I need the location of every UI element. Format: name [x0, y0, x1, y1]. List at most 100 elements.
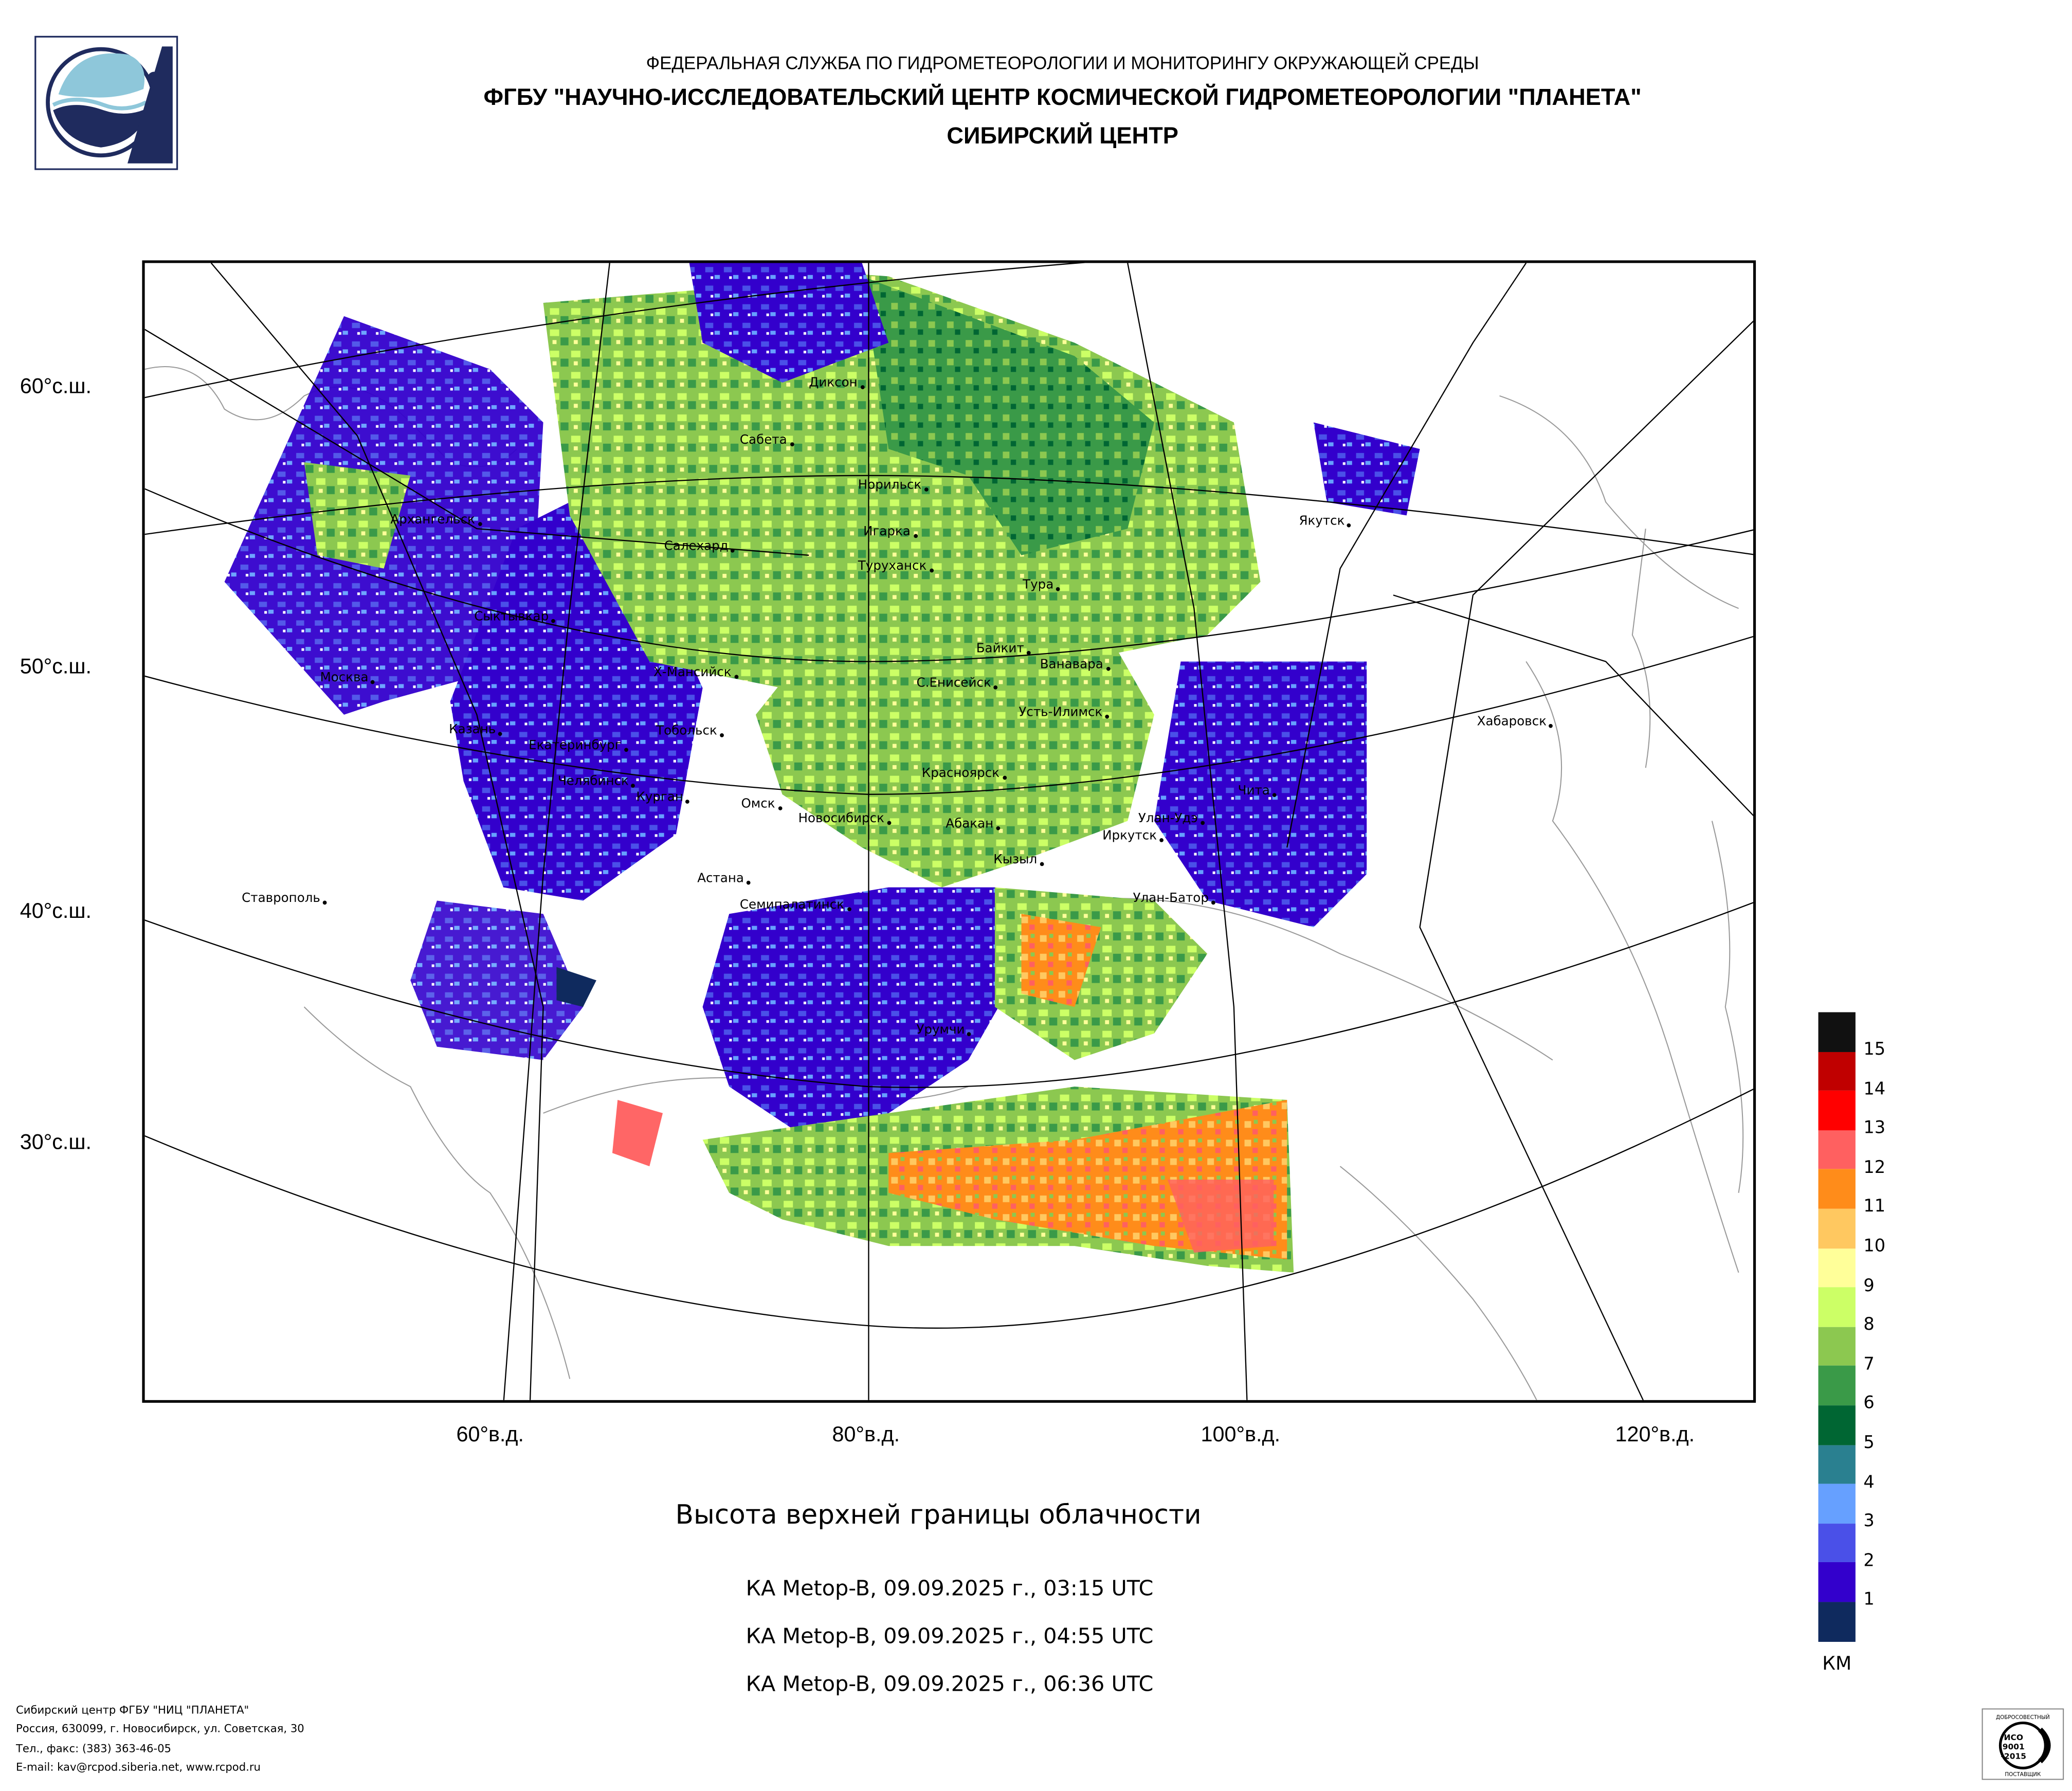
city-dot	[1002, 775, 1007, 780]
city-label: Хабаровск	[1477, 715, 1553, 729]
city-dot	[631, 784, 635, 788]
legend-label: 15	[1863, 1040, 1886, 1060]
city-label: Улан-Батор	[1133, 891, 1215, 906]
footer-line: Россия, 630099, г. Новосибирск, ул. Сове…	[15, 1722, 304, 1735]
city-label: Омск	[741, 797, 782, 811]
cloud-swaths	[224, 263, 1420, 1273]
city-label: Салехард	[664, 539, 735, 554]
legend-label: 7	[1863, 1354, 1875, 1375]
legend-swatch	[1818, 1327, 1856, 1366]
city-label: Челябинск	[558, 774, 635, 789]
legend-label: 4	[1863, 1472, 1875, 1493]
city-label: Улан-Удэ	[1138, 811, 1205, 826]
legend-swatch	[1818, 1366, 1856, 1405]
legend-label: 6	[1863, 1394, 1875, 1414]
city-dot	[323, 900, 327, 905]
city-dot	[1549, 723, 1553, 728]
legend-label: 11	[1863, 1197, 1886, 1218]
city-label: С.Енисейск	[916, 676, 998, 691]
city-label: Туруханск	[858, 559, 934, 574]
city-label: Якутск	[1299, 514, 1352, 529]
city-dot	[924, 487, 929, 492]
org-line: ФЕДЕРАЛЬНАЯ СЛУЖБА ПО ГИДРОМЕТЕОРОЛОГИИ …	[646, 53, 1479, 74]
legend-swatch	[1818, 1602, 1856, 1641]
pass-line: КА Metop-B, 09.09.2025 г., 04:55 UTC	[746, 1623, 1154, 1649]
city-dot	[1347, 523, 1352, 528]
legend-swatch	[1818, 1130, 1856, 1170]
city-dot	[887, 821, 891, 825]
iso-l1: ИСО	[2004, 1733, 2024, 1742]
lon-label-80: 80°в.д.	[832, 1424, 900, 1447]
iso-badge: ДОБРОСОВЕСТНЫЙ ИСО 9001 -2015 ПОСТАВЩИК	[1982, 1708, 2064, 1780]
legend-label: 9	[1863, 1276, 1875, 1296]
city-label: Норильск	[858, 478, 929, 493]
lat-label-40: 40°с.ш.	[20, 900, 92, 924]
city-dot	[993, 685, 998, 690]
lon-label-120: 120°в.д.	[1615, 1424, 1695, 1447]
city-label: Кызыл	[993, 853, 1044, 867]
city-label: Семипалатинск	[740, 898, 851, 913]
legend-label: 5	[1863, 1433, 1875, 1454]
lon-label-60: 60°в.д.	[456, 1424, 524, 1447]
city-label: Екатеринбург	[529, 738, 628, 753]
city-dot	[551, 619, 556, 623]
city-dot	[1056, 587, 1061, 591]
iso-top: ДОБРОСОВЕСТНЫЙ	[1996, 1714, 2050, 1721]
city-label: Диксон	[809, 376, 864, 390]
city-dot	[478, 522, 482, 526]
city-dot	[1026, 650, 1031, 655]
legend-label: 2	[1863, 1551, 1875, 1571]
footer-line: Тел., факс: (383) 363-46-05	[15, 1741, 172, 1754]
city-dot	[1159, 838, 1164, 842]
iso-l3: -2015	[2001, 1751, 2027, 1761]
city-label: Х-Мансийск	[653, 665, 738, 680]
city-label: Астана	[697, 872, 751, 886]
city-dot	[777, 806, 782, 810]
cloud-top-map	[142, 260, 1756, 1403]
lat-label-60: 60°с.ш.	[20, 376, 92, 399]
city-label: Курган	[636, 790, 690, 805]
map-title: Высота верхней границы облачности	[675, 1498, 1202, 1530]
city-label: Иркутск	[1102, 829, 1164, 843]
city-dot	[860, 385, 864, 389]
institution-line: ФГБУ "НАУЧНО-ИССЛЕДОВАТЕЛЬСКИЙ ЦЕНТР КОС…	[483, 83, 1642, 111]
iso-l2: 9001	[2003, 1742, 2025, 1751]
city-label: Усть-Илимск	[1019, 705, 1110, 720]
city-dot	[789, 442, 794, 446]
iso-bottom: ПОСТАВЩИК	[2005, 1771, 2041, 1778]
city-dot	[1272, 793, 1277, 797]
city-label: Ставрополь	[242, 891, 327, 906]
city-label: Ванавара	[1040, 658, 1110, 672]
lat-label-30: 30°с.ш.	[20, 1131, 92, 1154]
city-dot	[734, 675, 738, 679]
city-label: Сыктывкар	[474, 610, 556, 624]
legend-swatch	[1818, 1208, 1856, 1249]
city-dot	[1201, 821, 1205, 825]
city-dot	[847, 907, 851, 912]
legend-label: 12	[1863, 1158, 1886, 1178]
legend-swatch	[1818, 1248, 1856, 1288]
legend-swatch	[1818, 1523, 1856, 1563]
legend-label: 14	[1863, 1079, 1886, 1099]
legend-swatch	[1818, 1169, 1856, 1209]
city-dot	[371, 680, 375, 684]
legend-swatch	[1818, 1012, 1856, 1052]
city-dot	[1211, 900, 1215, 905]
city-label: Игарка	[863, 524, 917, 539]
city-label: Красноярск	[922, 767, 1007, 781]
city-dot	[719, 733, 724, 737]
legend-swatch	[1818, 1484, 1856, 1524]
city-label: Новосибирск	[798, 811, 891, 826]
center-line: СИБИРСКИЙ ЦЕНТР	[947, 122, 1178, 149]
city-label: Чита	[1238, 784, 1277, 799]
lat-label-50: 50°с.ш.	[20, 656, 92, 679]
planeta-logo	[34, 35, 178, 170]
legend-swatch	[1818, 1091, 1856, 1130]
city-dot	[967, 1032, 972, 1036]
city-dot	[929, 568, 934, 573]
city-dot	[1105, 714, 1110, 719]
legend-unit: КМ	[1822, 1654, 1852, 1675]
legend-swatch	[1818, 1444, 1856, 1484]
city-label: Архангельск	[390, 513, 482, 528]
